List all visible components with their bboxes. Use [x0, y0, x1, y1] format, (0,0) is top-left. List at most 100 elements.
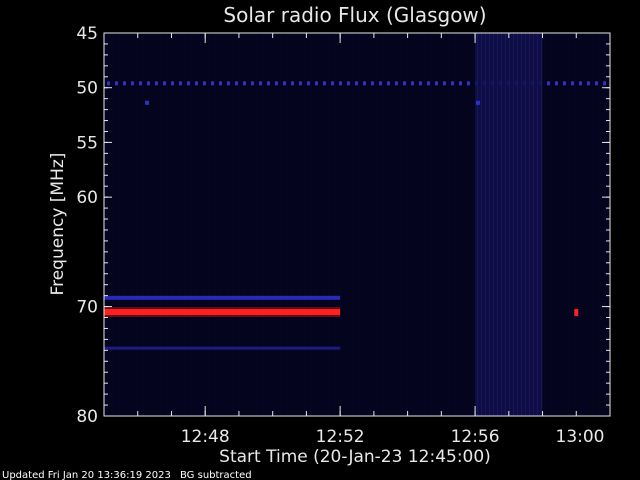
texture-stripe — [550, 33, 552, 416]
texture-stripe — [598, 33, 600, 416]
x-tick-label: 12:48 — [181, 427, 230, 447]
y-tick-label: 80 — [76, 407, 98, 427]
feature-dotted-band-dot — [555, 81, 558, 86]
feature-elevated-activity-block-stripe — [509, 33, 511, 416]
feature-dotted-band-dot — [115, 81, 118, 86]
texture-stripe — [364, 33, 366, 416]
speck-2 — [476, 100, 480, 105]
texture-stripe — [448, 33, 450, 416]
feature-dotted-band-dot — [187, 81, 190, 86]
y-tick-label: 60 — [76, 188, 98, 208]
texture-stripe — [604, 33, 606, 416]
feature-dotted-band-dot — [603, 81, 606, 86]
texture-stripe — [124, 33, 126, 416]
feature-dotted-band-dot — [443, 81, 446, 86]
feature-dotted-band-dot — [403, 81, 406, 86]
feature-elevated-activity-block-stripe — [477, 33, 479, 416]
texture-stripe — [388, 33, 390, 416]
texture-stripe — [424, 33, 426, 416]
feature-dotted-band-dot — [563, 81, 566, 86]
feature-dotted-band-dot — [171, 81, 174, 86]
feature-dotted-band-dot — [139, 81, 142, 86]
texture-stripe — [382, 33, 384, 416]
texture-stripe — [340, 33, 342, 416]
feature-elevated-activity-block-stripe — [505, 33, 507, 416]
x-tick-label: 13:00 — [556, 427, 605, 447]
feature-dotted-band-dot — [131, 81, 134, 86]
feature-dotted-band-dot — [411, 81, 414, 86]
texture-stripe — [454, 33, 456, 416]
texture-stripe — [280, 33, 282, 416]
texture-stripe — [316, 33, 318, 416]
texture-stripe — [274, 33, 276, 416]
texture-stripe — [232, 33, 234, 416]
texture-stripe — [466, 33, 468, 416]
feature-dotted-band-dot — [203, 81, 206, 86]
feature-dotted-band-dot — [435, 81, 438, 86]
feature-dotted-band-dot — [387, 81, 390, 86]
feature-dotted-band-dot — [155, 81, 158, 86]
texture-stripe — [238, 33, 240, 416]
feature-elevated-activity-block-stripe — [513, 33, 515, 416]
texture-stripe — [286, 33, 288, 416]
feature-elevated-activity-block-stripe — [537, 33, 539, 416]
feature-elevated-activity-block-stripe — [481, 33, 483, 416]
texture-stripe — [166, 33, 168, 416]
feature-strong-emission-band — [104, 309, 341, 316]
feature-elevated-activity-block-stripe — [529, 33, 531, 416]
texture-stripe — [544, 33, 546, 416]
feature-dotted-band-dot — [371, 81, 374, 86]
texture-stripe — [328, 33, 330, 416]
texture-stripe — [292, 33, 294, 416]
feature-dotted-band-dot — [227, 81, 230, 86]
texture-stripe — [202, 33, 204, 416]
feature-elevated-activity-block-stripe — [497, 33, 499, 416]
feature-dotted-band-dot — [355, 81, 358, 86]
feature-weak-band — [104, 346, 341, 350]
texture-stripe — [370, 33, 372, 416]
texture-stripe — [208, 33, 210, 416]
texture-stripe — [106, 33, 108, 416]
feature-dotted-band-dot — [235, 81, 238, 86]
feature-dotted-band-dot — [163, 81, 166, 86]
feature-dotted-band-dot — [331, 81, 334, 86]
feature-dotted-band-dot — [291, 81, 294, 86]
feature-dotted-band-dot — [379, 81, 382, 86]
feature-dotted-band-dot — [267, 81, 270, 86]
texture-stripe — [412, 33, 414, 416]
texture-stripe — [184, 33, 186, 416]
texture-stripe — [310, 33, 312, 416]
feature-dotted-band-dot — [283, 81, 286, 86]
y-tick-label: 45 — [76, 24, 98, 44]
x-tick-label: 12:52 — [316, 427, 365, 447]
feature-elevated-activity-block-stripe — [525, 33, 527, 416]
feature-dotted-band-dot — [595, 81, 598, 86]
feature-dotted-band-dot — [179, 81, 182, 86]
texture-stripe — [244, 33, 246, 416]
feature-dotted-band-dot — [315, 81, 318, 86]
feature-dotted-band-dot — [571, 81, 574, 86]
feature-elevated-activity-block — [475, 33, 543, 416]
feature-dotted-band-dot — [275, 81, 278, 86]
axes: 45 50 55 60 70 80 12:48 12:52 12:56 13:00 — [76, 24, 611, 447]
texture-stripe — [436, 33, 438, 416]
texture-stripe — [562, 33, 564, 416]
texture-stripe — [430, 33, 432, 416]
feature-dotted-band-dot — [347, 81, 350, 86]
texture-stripe — [358, 33, 360, 416]
feature-elevated-activity-block-stripe — [485, 33, 487, 416]
texture-stripe — [268, 33, 270, 416]
feature-elevated-activity-block-stripe — [489, 33, 491, 416]
texture-stripe — [418, 33, 420, 416]
feature-elevated-activity-block-stripe — [493, 33, 495, 416]
feature-moderate-band — [104, 295, 341, 300]
texture-stripe — [148, 33, 150, 416]
texture-stripe — [262, 33, 264, 416]
texture-stripe — [580, 33, 582, 416]
texture-stripe — [568, 33, 570, 416]
feature-dotted-band-dot — [219, 81, 222, 86]
texture-stripe — [574, 33, 576, 416]
texture-stripe — [352, 33, 354, 416]
texture-stripe — [304, 33, 306, 416]
